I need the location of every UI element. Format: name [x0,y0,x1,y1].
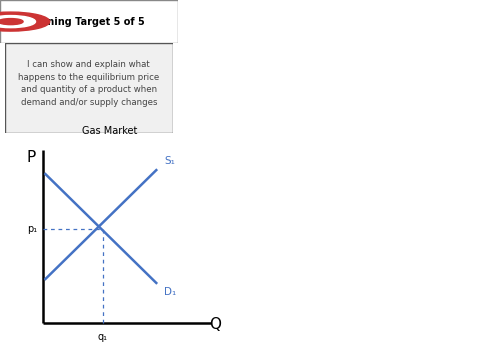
Text: Show and explain what happens to the price
and quantity of gas if, at the same t: Show and explain what happens to the pri… [213,45,435,99]
Text: S₁: S₁ [164,156,175,166]
Circle shape [0,15,36,28]
Text: Learning Target 5 of 5: Learning Target 5 of 5 [23,17,145,27]
Text: P: P [27,150,36,165]
Text: Gas Market: Gas Market [82,126,138,136]
Text: Q: Q [209,318,221,333]
Text: I can show and explain what
happens to the equilibrium price
and quantity of a p: I can show and explain what happens to t… [18,60,159,107]
Circle shape [0,19,23,24]
Circle shape [0,12,50,31]
FancyBboxPatch shape [0,0,178,43]
FancyBboxPatch shape [5,43,173,133]
Text: D₁: D₁ [164,287,177,297]
Text: p₁: p₁ [27,224,37,234]
Text: q₁: q₁ [98,333,108,342]
